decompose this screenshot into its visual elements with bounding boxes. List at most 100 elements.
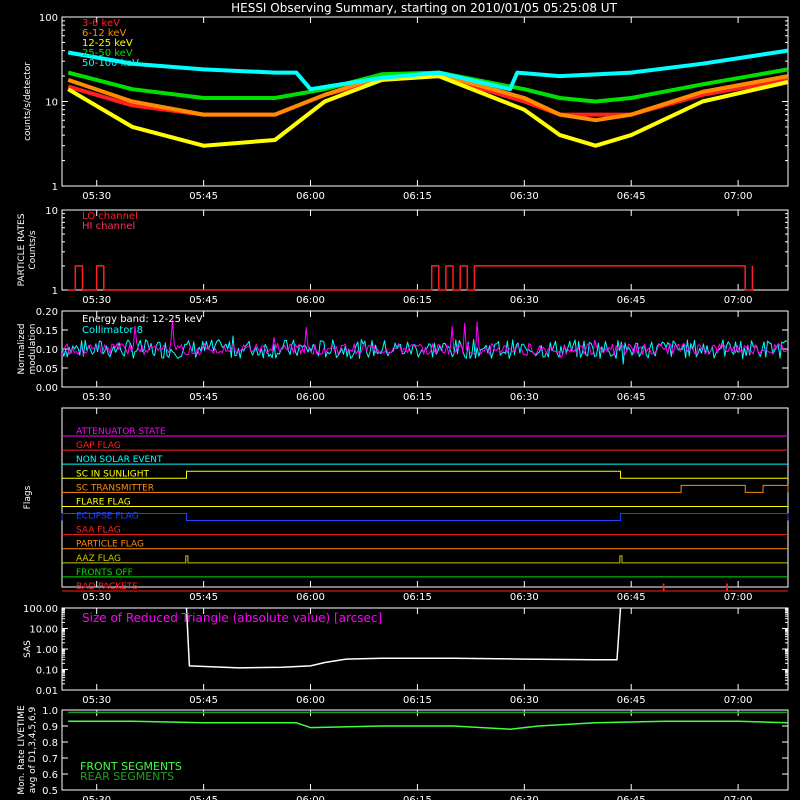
series-line-s1 (61, 320, 788, 359)
x-tick-label: 05:45 (189, 295, 218, 306)
y-tick-label: 0.05 (36, 364, 58, 375)
y-tick-label: 0.20 (36, 307, 58, 318)
x-tick-label: 06:15 (403, 795, 432, 800)
x-tick-label: 06:15 (403, 592, 432, 603)
x-tick-label: 06:30 (510, 795, 539, 800)
y-tick-label: 0.6 (42, 770, 58, 781)
x-tick-label: 05:30 (82, 695, 111, 706)
x-tick-label: 05:30 (82, 295, 111, 306)
y-tick-label: 1 (52, 286, 58, 297)
x-tick-label: 05:30 (82, 795, 111, 800)
panel-flags: 05:30 05:45 06:00 06:15 06:30 06:45 07:00 Flags… (23, 407, 789, 603)
y-tick-label: 0.8 (42, 738, 58, 749)
flag-line (62, 470, 788, 479)
annotation: Energy band: 12-25 keV (82, 314, 203, 325)
x-tick-label: 06:30 (510, 295, 539, 306)
legend-entry: HI channel (82, 221, 135, 232)
y-tick-label: 0.01 (36, 686, 58, 697)
legend-entry: REAR SEGMENTS (80, 770, 174, 783)
flag-label: SC TRANSMITTER (76, 483, 154, 493)
y-axis-label: Flags (23, 485, 33, 509)
flag-label: BAD PACKETS (76, 582, 138, 592)
legend-entry: 50-100 keV (82, 58, 139, 69)
x-tick-label: 06:00 (296, 795, 325, 800)
legend-entry: 25-50 keV (82, 48, 133, 59)
x-tick-label: 06:15 (403, 295, 432, 306)
legend-entry: 12-25 keV (82, 38, 133, 49)
flag-line (62, 583, 788, 592)
y-tick-label: 100.00 (23, 604, 58, 615)
panel-particle-rates: 05:30 05:45 06:00 06:15 06:30 06:45 07:00 PARTI… (17, 206, 789, 306)
x-tick-label: 06:30 (510, 592, 539, 603)
x-tick-label: 07:00 (724, 592, 753, 603)
x-tick-label: 06:45 (617, 295, 646, 306)
x-tick-label: 06:30 (510, 695, 539, 706)
panel-livetime: 05:30 05:45 06:00 06:15 06:30 06:45 07:00 Mon. … (17, 705, 789, 800)
annotation: Size of Reduced Triangle (absolute value… (82, 611, 382, 625)
y-axis-label: counts/s/detector (23, 62, 33, 141)
x-tick-label: 06:00 (296, 392, 325, 403)
legend-entry: LO channel (82, 211, 138, 222)
y-axis-label-2: Counts/s (28, 230, 38, 269)
x-tick-label: 06:45 (617, 191, 646, 202)
x-tick-label: 05:45 (189, 592, 218, 603)
x-tick-label: 06:15 (403, 392, 432, 403)
x-tick-label: 06:00 (296, 295, 325, 306)
y-tick-label: 100 (39, 13, 58, 24)
x-tick-label: 06:15 (403, 695, 432, 706)
series-line-s0 (185, 607, 622, 669)
y-axis-label: SAS (23, 640, 33, 658)
x-tick-label: 07:00 (724, 295, 753, 306)
x-tick-label: 05:45 (189, 695, 218, 706)
y-axis-label-2: avg of D1,3,4,5,6,9 (28, 706, 38, 793)
series-line-50-100-kev (67, 48, 789, 92)
y-axis-label: Mon. Rate LIVETIME (17, 705, 27, 795)
legend-entry: Collimator 8 (82, 325, 143, 336)
y-axis-label: Normalized (17, 323, 27, 374)
flag-label: ECLIPSE FLAG (76, 512, 139, 522)
y-tick-label: 0.00 (36, 383, 58, 394)
y-tick-label: 1 (52, 182, 58, 193)
flag-label: FLARE FLAG (76, 497, 131, 507)
legend-entry: FRONT SEGMENTS (80, 760, 182, 773)
x-tick-label: 05:30 (82, 191, 111, 202)
panel-frame (61, 407, 789, 588)
x-tick-label: 05:45 (189, 795, 218, 800)
y-axis-label-2: modulation (28, 324, 38, 375)
panel-modulation: 05:30 05:45 06:00 06:15 06:30 06:45 07:00 Norma… (17, 307, 789, 403)
x-tick-label: 07:00 (724, 392, 753, 403)
y-tick-label: 1.0 (42, 706, 58, 717)
x-tick-label: 07:00 (724, 695, 753, 706)
panel-count-rates: 05:30 05:45 06:00 06:15 06:30 06:45 07:00 count… (23, 13, 789, 202)
x-tick-label: 07:00 (724, 191, 753, 202)
x-tick-label: 06:00 (296, 695, 325, 706)
x-tick-label: 07:00 (724, 795, 753, 800)
flag-label: FRONTS OFF (76, 568, 133, 578)
y-tick-label: 1.00 (36, 645, 58, 656)
y-tick-label: 10.00 (29, 625, 58, 636)
flag-label: PARTICLE FLAG (76, 540, 144, 550)
x-tick-label: 06:45 (617, 695, 646, 706)
series-line-front-segments (68, 720, 789, 730)
flag-line (62, 555, 788, 564)
y-tick-label: 10 (45, 98, 58, 109)
x-tick-label: 05:30 (82, 592, 111, 603)
x-tick-label: 06:15 (403, 191, 432, 202)
flag-label: NON SOLAR EVENT (76, 455, 163, 465)
x-tick-label: 05:45 (189, 392, 218, 403)
x-tick-label: 06:45 (617, 795, 646, 800)
x-tick-label: 06:00 (296, 191, 325, 202)
x-tick-label: 06:30 (510, 392, 539, 403)
flag-label: GAP FLAG (76, 441, 121, 451)
panel-frame (61, 709, 789, 791)
y-tick-label: 0.10 (36, 666, 58, 677)
x-tick-label: 06:45 (617, 592, 646, 603)
y-tick-label: 10 (45, 206, 58, 217)
y-tick-label: 0.9 (42, 722, 58, 733)
y-axis-label: PARTICLE RATES (17, 213, 27, 286)
x-tick-label: 05:30 (82, 392, 111, 403)
flag-line (62, 484, 789, 493)
flag-label: ATTENUATOR STATE (76, 427, 166, 437)
y-tick-label: 0.7 (42, 754, 58, 765)
